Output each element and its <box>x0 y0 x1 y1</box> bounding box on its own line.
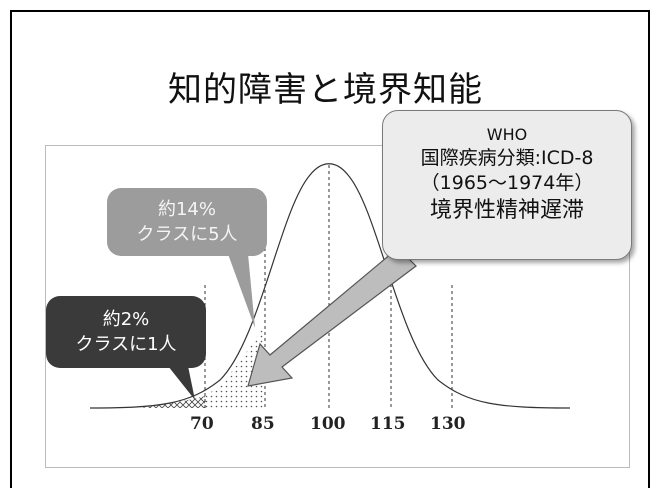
pct2-callout-tail <box>168 366 195 400</box>
pct2-callout-line2: クラスに1人 <box>75 334 177 355</box>
pct14-callout: 約14% クラスに5人 <box>107 188 267 256</box>
tick-label-85: 85 <box>251 414 275 434</box>
tick-label-100: 100 <box>310 414 346 434</box>
bell-curve <box>89 163 571 409</box>
who-callout-line3: （1965～1974年） <box>420 172 594 194</box>
slide-frame <box>10 10 650 488</box>
slide-title: 知的障害と境界知能 <box>168 70 483 110</box>
shaded-region-70-85 <box>205 325 265 408</box>
who-callout-line1: WHO <box>486 125 528 144</box>
who-callout: WHO 国際疾病分類:ICD-8 （1965～1974年） 境界性精神遅滞 <box>382 110 632 260</box>
pct14-callout-tail <box>228 254 255 328</box>
pct14-callout-line1: 約14% <box>157 199 216 220</box>
who-callout-line2: 国際疾病分類:ICD-8 <box>420 147 594 169</box>
tick-label-70: 70 <box>190 414 214 434</box>
pct2-callout: 約2% クラスに1人 <box>46 296 206 368</box>
shaded-region-below-70 <box>140 396 205 408</box>
pct2-callout-line1: 約2% <box>102 309 150 330</box>
tick-label-115: 115 <box>370 414 406 434</box>
who-callout-line4: 境界性精神遅滞 <box>429 198 584 223</box>
tick-label-130: 130 <box>430 414 466 434</box>
pct14-callout-line2: クラスに5人 <box>136 224 238 245</box>
arrow-to-borderline <box>247 247 417 387</box>
